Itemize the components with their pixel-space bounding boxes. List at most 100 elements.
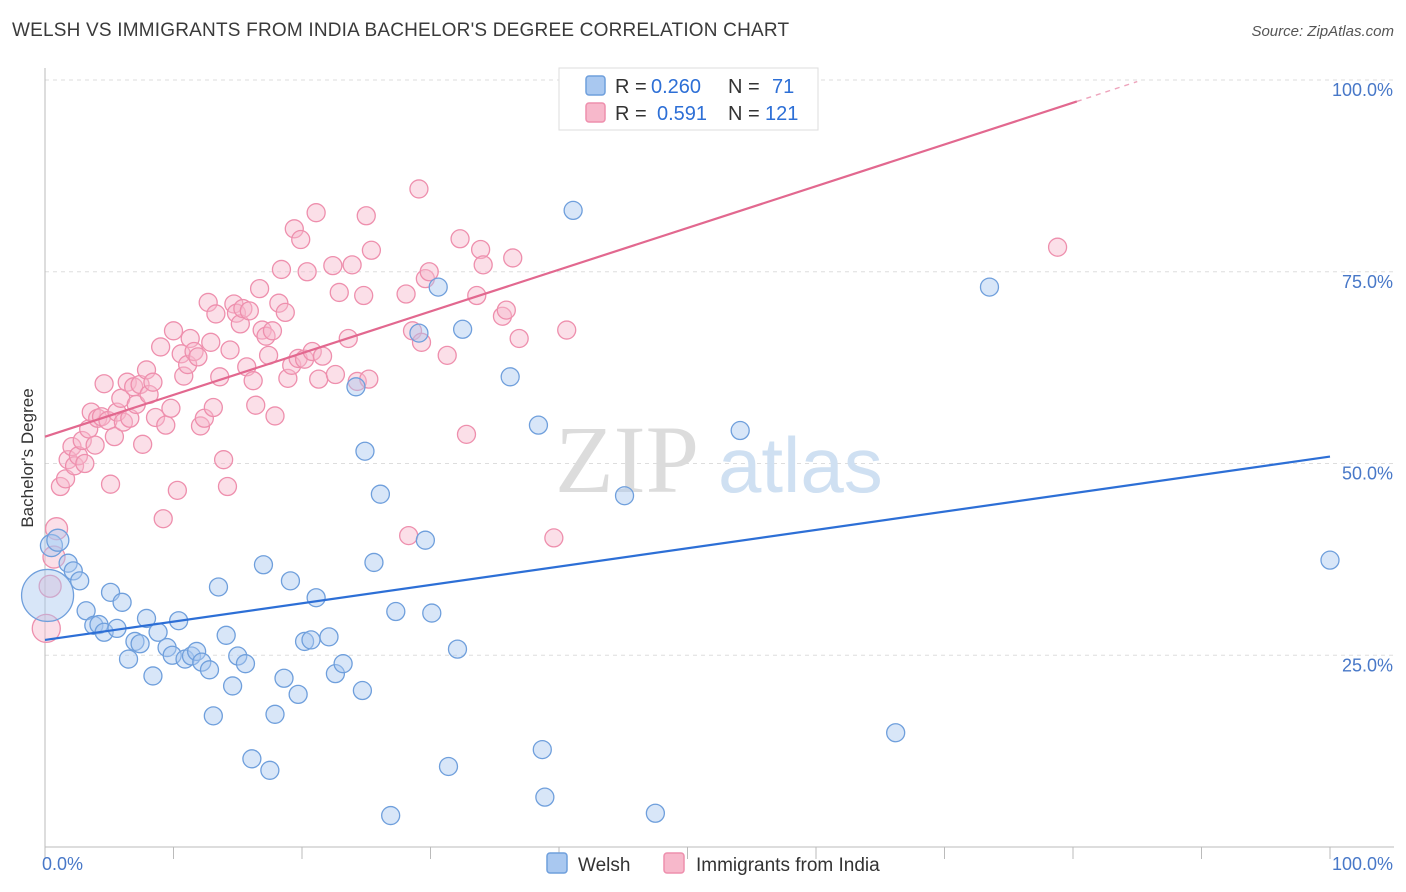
welsh-point <box>500 367 520 387</box>
welsh-point <box>645 803 666 823</box>
welsh-point <box>63 561 83 581</box>
welsh-point <box>306 588 326 608</box>
india-point <box>220 340 240 360</box>
india-point <box>133 434 153 454</box>
india-point <box>309 369 329 389</box>
india-point <box>213 450 234 470</box>
india-point <box>437 345 457 366</box>
india-point <box>38 574 62 598</box>
india-point <box>136 360 157 380</box>
welsh-point <box>208 577 229 597</box>
india-point <box>291 229 311 250</box>
welsh-point <box>112 592 132 612</box>
y-tick-labels: 100.0% 75.0% 50.0% 25.0% <box>1332 80 1393 675</box>
india-point <box>399 525 419 546</box>
welsh-point <box>274 668 294 688</box>
welsh-point <box>415 530 436 550</box>
welsh-point <box>288 684 308 705</box>
welsh-point <box>20 568 75 623</box>
welsh-point <box>422 603 442 623</box>
welsh-point <box>70 571 90 591</box>
india-n-label: N = <box>728 103 760 125</box>
india-point <box>306 203 326 223</box>
india-point <box>544 528 564 548</box>
india-point <box>473 255 493 275</box>
india-point <box>174 366 194 386</box>
india-point <box>265 406 285 426</box>
welsh-point <box>253 555 274 575</box>
y-tick-label: 50.0% <box>1342 464 1393 484</box>
india-point <box>1047 237 1068 257</box>
india-point <box>150 337 171 357</box>
india-point <box>239 301 259 321</box>
x-tick-label: 0.0% <box>42 854 83 874</box>
india-point <box>94 374 114 394</box>
welsh-r-value: 0.260 <box>651 76 701 98</box>
welsh-point <box>118 649 139 669</box>
welsh-point <box>319 627 339 647</box>
india-point <box>143 372 163 392</box>
welsh-point <box>235 654 256 674</box>
welsh-point <box>46 528 70 552</box>
welsh-point <box>447 639 468 659</box>
welsh-point <box>242 749 262 769</box>
welsh-point <box>199 660 220 680</box>
india-n-value: 121 <box>765 103 798 125</box>
y-tick-label: 100.0% <box>1332 80 1393 100</box>
watermark-atlas: atlas <box>718 421 883 509</box>
india-point <box>201 332 221 352</box>
india-r-value: 0.591 <box>657 103 707 125</box>
trend-lines <box>44 80 1331 641</box>
welsh-point <box>535 787 555 807</box>
welsh-point <box>428 277 448 297</box>
welsh-point <box>333 654 353 674</box>
welsh-point <box>886 723 906 743</box>
welsh-point <box>222 676 243 696</box>
india-point <box>450 229 470 249</box>
welsh-point <box>370 484 391 504</box>
india-point <box>68 446 89 466</box>
welsh-point <box>325 664 346 684</box>
welsh-point <box>386 601 406 622</box>
welsh-n-label: N = <box>728 76 760 98</box>
welsh-point <box>381 805 401 826</box>
welsh-trend-line <box>44 455 1331 641</box>
india-point <box>271 259 292 280</box>
india-point <box>153 509 173 529</box>
welsh-n-value: 71 <box>772 76 794 98</box>
india-point <box>323 255 343 276</box>
legend-welsh-label: Welsh <box>578 855 630 876</box>
india-point <box>503 248 523 268</box>
welsh-point <box>352 680 373 701</box>
welsh-point <box>614 486 635 506</box>
welsh-point <box>979 277 1000 297</box>
welsh-points <box>20 200 1340 826</box>
india-point <box>243 371 263 391</box>
india-point <box>206 304 226 324</box>
india-point <box>297 262 317 282</box>
legend-india-swatch <box>663 852 685 874</box>
welsh-point <box>438 756 459 777</box>
x-tick-labels: 0.0% 100.0% <box>42 854 1393 874</box>
india-point <box>456 424 477 445</box>
india-points <box>31 179 1068 644</box>
y-tick-label: 75.0% <box>1342 272 1393 292</box>
india-point <box>262 321 283 341</box>
india-point <box>104 427 125 447</box>
welsh-point <box>294 631 315 652</box>
welsh-point <box>528 415 549 435</box>
y-tick-label: 25.0% <box>1342 655 1393 675</box>
welsh-point <box>216 625 236 645</box>
india-point <box>284 219 304 239</box>
bottom-legend: Welsh Immigrants from India <box>546 852 880 876</box>
india-point <box>275 302 295 323</box>
india-point <box>246 395 266 415</box>
welsh-point <box>130 634 150 654</box>
welsh-point <box>203 706 223 726</box>
india-point <box>419 262 439 282</box>
india-point <box>356 206 376 226</box>
welsh-point <box>280 571 301 591</box>
india-point <box>188 347 208 367</box>
welsh-point <box>84 615 104 635</box>
watermark-zip: ZIP <box>555 406 699 513</box>
